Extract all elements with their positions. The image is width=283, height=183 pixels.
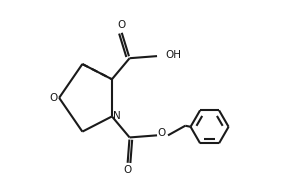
Text: O: O xyxy=(158,128,166,138)
Text: O: O xyxy=(123,165,132,175)
Text: O: O xyxy=(117,20,125,31)
Text: N: N xyxy=(113,111,121,121)
Text: O: O xyxy=(50,93,58,103)
Text: OH: OH xyxy=(165,50,181,60)
